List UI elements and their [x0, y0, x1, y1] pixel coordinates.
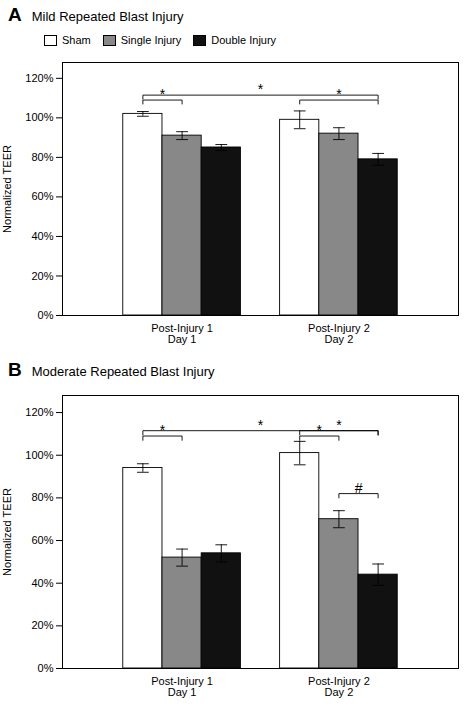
svg-text:*: * — [336, 86, 342, 102]
svg-text:40%: 40% — [31, 230, 53, 242]
svg-text:Normalized TEER: Normalized TEER — [1, 145, 13, 233]
svg-text:20%: 20% — [31, 269, 53, 281]
html-text:A: A — [8, 4, 22, 25]
html-text:Mild Repeated Blast Injury: Mild Repeated Blast Injury — [31, 9, 184, 24]
svg-text:100%: 100% — [25, 111, 53, 123]
svg-text:60%: 60% — [31, 534, 53, 546]
svg-text:20%: 20% — [31, 619, 53, 631]
html-text:B: B — [8, 359, 22, 380]
html-text:Single Injury: Single Injury — [120, 34, 182, 46]
html-text:Sham: Sham — [62, 34, 91, 46]
svg-text:*: * — [160, 422, 166, 438]
svg-text:100%: 100% — [25, 449, 53, 461]
svg-text:*: * — [317, 422, 323, 438]
html-text:Moderate Repeated Blast Injury: Moderate Repeated Blast Injury — [31, 364, 215, 379]
svg-text:Post-Injury 1Day 1: Post-Injury 1Day 1 — [151, 322, 213, 345]
svg-text:40%: 40% — [31, 577, 53, 589]
svg-text:Post-Injury 2Day 2: Post-Injury 2Day 2 — [308, 322, 370, 345]
svg-text:0%: 0% — [38, 662, 54, 674]
svg-text:*: * — [258, 81, 264, 97]
svg-text:Normalized TEER: Normalized TEER — [1, 488, 13, 576]
svg-text:*: * — [160, 86, 166, 102]
svg-text:60%: 60% — [31, 190, 53, 202]
svg-text:*: * — [336, 417, 342, 433]
svg-text:120%: 120% — [25, 406, 53, 418]
svg-text:Post-Injury 2Day 2: Post-Injury 2Day 2 — [308, 675, 370, 698]
svg-text:#: # — [355, 480, 363, 496]
svg-text:0%: 0% — [38, 309, 54, 321]
svg-text:*: * — [258, 417, 264, 433]
svg-text:120%: 120% — [25, 72, 53, 84]
html-text:Double Injury: Double Injury — [211, 34, 277, 46]
svg-text:80%: 80% — [31, 491, 53, 503]
svg-text:80%: 80% — [31, 151, 53, 163]
svg-text:Post-Injury 1Day 1: Post-Injury 1Day 1 — [151, 675, 213, 698]
